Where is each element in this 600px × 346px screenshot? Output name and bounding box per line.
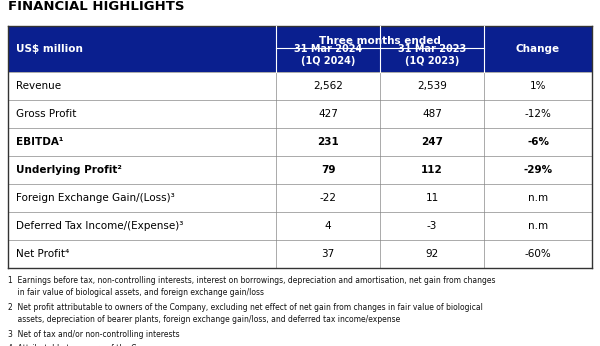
Text: 92: 92 — [425, 249, 439, 259]
Bar — [8, 156, 592, 184]
Text: Change: Change — [516, 44, 560, 54]
Text: 427: 427 — [318, 109, 338, 119]
Text: 3  Net of tax and/or non-controlling interests: 3 Net of tax and/or non-controlling inte… — [8, 330, 179, 339]
Text: US$ million: US$ million — [16, 44, 83, 54]
Bar — [8, 240, 592, 268]
Text: 1  Earnings before tax, non-controlling interests, interest on borrowings, depre: 1 Earnings before tax, non-controlling i… — [8, 276, 496, 297]
Text: Three months ended: Three months ended — [319, 36, 441, 46]
Text: Net Profit⁴: Net Profit⁴ — [16, 249, 69, 259]
Text: 247: 247 — [421, 137, 443, 147]
Text: -6%: -6% — [527, 137, 549, 147]
Text: 2,539: 2,539 — [417, 81, 447, 91]
Text: -29%: -29% — [523, 165, 553, 175]
Text: 1%: 1% — [530, 81, 546, 91]
Text: 231: 231 — [317, 137, 339, 147]
Text: 31 Mar 2023
(1Q 2023): 31 Mar 2023 (1Q 2023) — [398, 44, 466, 66]
Text: -12%: -12% — [524, 109, 551, 119]
Bar — [8, 128, 592, 156]
Text: 79: 79 — [321, 165, 335, 175]
Text: n.m: n.m — [528, 221, 548, 231]
Bar — [8, 184, 592, 212]
Text: EBITDA¹: EBITDA¹ — [16, 137, 64, 147]
Text: 4: 4 — [325, 221, 331, 231]
Text: FINANCIAL HIGHLIGHTS: FINANCIAL HIGHLIGHTS — [8, 0, 185, 13]
Text: -60%: -60% — [524, 249, 551, 259]
Text: Underlying Profit²: Underlying Profit² — [16, 165, 122, 175]
Text: -3: -3 — [427, 221, 437, 231]
Bar — [8, 72, 592, 100]
Text: 37: 37 — [322, 249, 335, 259]
Text: Revenue: Revenue — [16, 81, 61, 91]
Text: Deferred Tax Income/(Expense)³: Deferred Tax Income/(Expense)³ — [16, 221, 184, 231]
Text: Gross Profit: Gross Profit — [16, 109, 76, 119]
Text: 2  Net profit attributable to owners of the Company, excluding net effect of net: 2 Net profit attributable to owners of t… — [8, 303, 483, 324]
Text: 2,562: 2,562 — [313, 81, 343, 91]
Text: n.m: n.m — [528, 193, 548, 203]
Text: 4  Attributable to owners of the Company: 4 Attributable to owners of the Company — [8, 344, 167, 346]
Bar — [8, 100, 592, 128]
Text: Foreign Exchange Gain/(Loss)³: Foreign Exchange Gain/(Loss)³ — [16, 193, 175, 203]
Text: 11: 11 — [425, 193, 439, 203]
Text: 487: 487 — [422, 109, 442, 119]
Bar — [8, 26, 592, 72]
Bar — [8, 212, 592, 240]
Text: 112: 112 — [421, 165, 443, 175]
Text: 31 Mar 2024
(1Q 2024): 31 Mar 2024 (1Q 2024) — [294, 44, 362, 66]
Text: -22: -22 — [320, 193, 337, 203]
